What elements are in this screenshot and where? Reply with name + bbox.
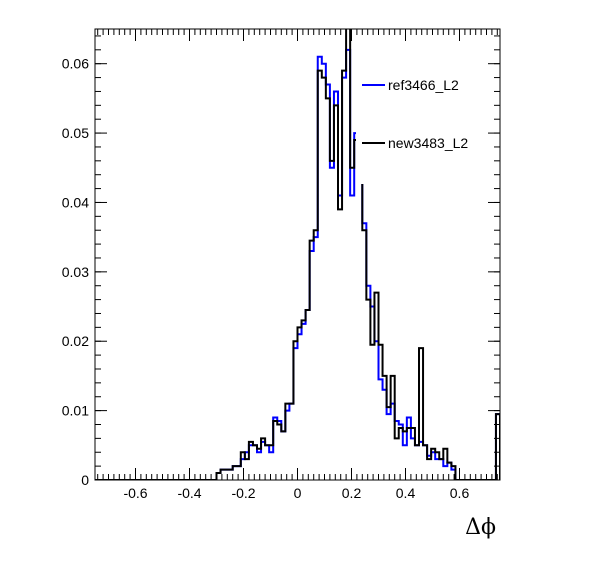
x-tick-label: 0 [294,485,302,501]
x-axis: -0.6 -0.4 -0.2 0 0.2 0.4 0.6 [97,29,498,501]
legend: ref3466_L2 new3483_L2 [356,64,486,184]
x-tick-label: -0.2 [231,485,255,501]
x-tick-label: -0.6 [123,485,147,501]
x-tick-label: 0.4 [396,485,416,501]
legend-label-new: new3483_L2 [388,135,468,151]
series-layer [95,29,500,480]
x-axis-title: Δϕ [465,515,496,540]
x-tick-label: 0.6 [450,485,470,501]
y-axis: 0 0.01 0.02 0.03 0.04 0.05 0.06 [62,35,500,488]
y-tick-label: 0.04 [62,194,89,210]
x-tick-label: -0.4 [177,485,201,501]
y-tick-label: 0.06 [62,56,89,72]
series-line-new [95,29,500,480]
y-tick-label: 0.03 [62,264,89,280]
y-tick-label: 0.01 [62,403,89,419]
legend-label-ref: ref3466_L2 [388,77,459,93]
y-tick-label: 0 [81,472,89,488]
y-tick-label: 0.02 [62,333,89,349]
y-tick-label: 0.05 [62,125,89,141]
x-tick-label: 0.2 [342,485,362,501]
